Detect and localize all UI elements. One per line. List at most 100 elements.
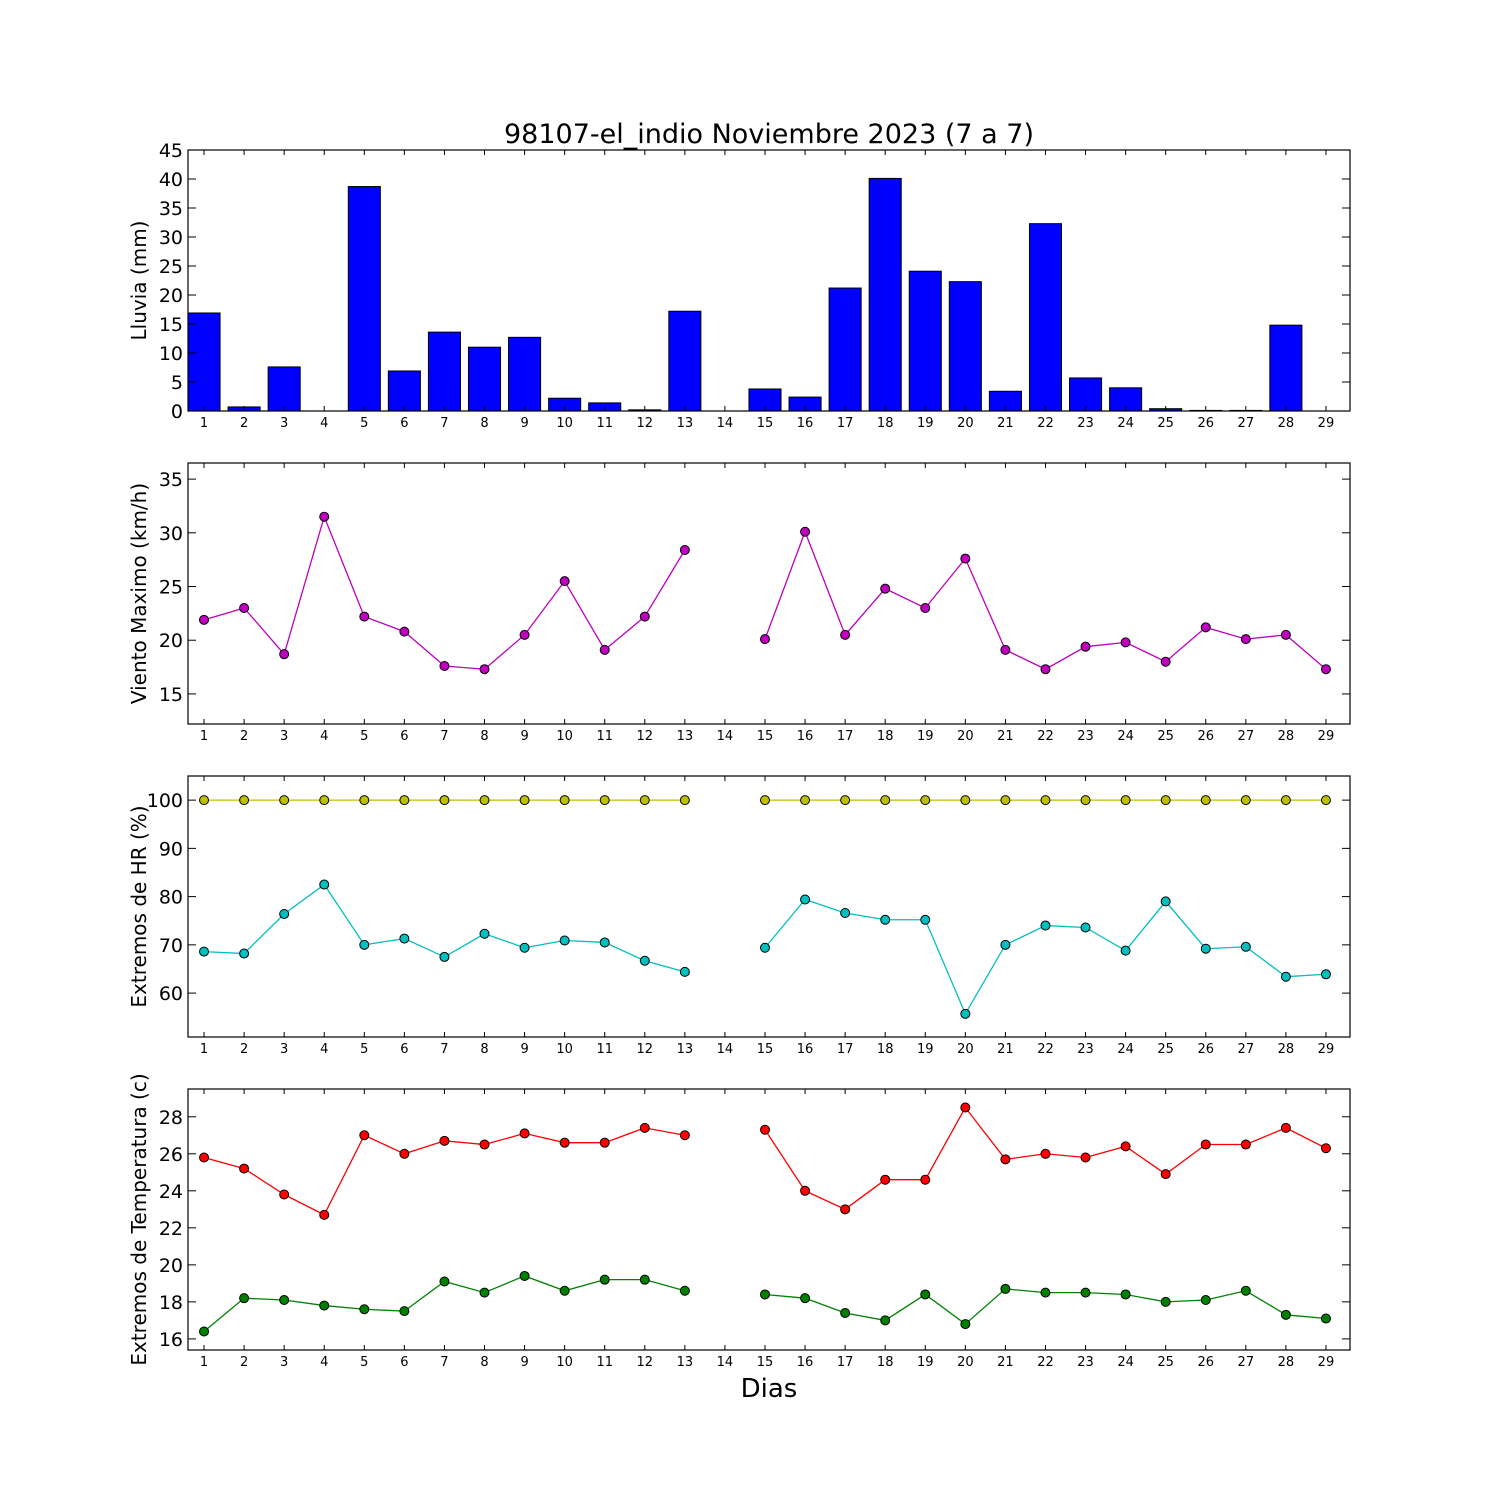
x-tick-label: 5 (360, 416, 368, 431)
x-tick-label: 10 (556, 1355, 573, 1370)
x-tick-label: 7 (440, 729, 448, 744)
series-2-point-day-12 (639, 955, 650, 966)
y-axis-label: Lluvia (mm) (127, 221, 151, 341)
x-tick-label: 18 (877, 1042, 894, 1057)
series-1-point-day-25 (1160, 795, 1171, 806)
x-tick-label: 21 (997, 1042, 1014, 1057)
panel-4: 1 2 3 4 5 6 7 8 9 10 11 12 13 14 15 16 17 18 19 20 21 22 23 24 2… (127, 1073, 1351, 1404)
series-1-point-day-8 (479, 795, 490, 806)
y-tick-label: 16 (159, 1329, 183, 1351)
x-tick-label: 11 (596, 729, 613, 744)
series-2-point-day-9 (519, 942, 530, 953)
series-1-point-day-5 (359, 1130, 370, 1141)
bar-day-9 (508, 336, 542, 412)
series-2-point-day-20 (960, 1319, 971, 1330)
x-tick-label: 22 (1037, 1042, 1054, 1057)
x-tick-label: 10 (556, 1042, 573, 1057)
x-tick-label: 4 (320, 416, 328, 431)
bar-day-28 (1269, 324, 1303, 412)
series-2-point-day-17 (840, 1307, 851, 1318)
series-1-point-day-24 (1120, 637, 1131, 648)
series-1-point-day-6 (399, 795, 410, 806)
y-tick-label: 30 (159, 523, 183, 545)
x-tick-label: 27 (1238, 1042, 1255, 1057)
series-1-point-day-23 (1080, 795, 1091, 806)
series-1-point-day-1 (199, 1152, 210, 1163)
series-2-point-day-9 (519, 1270, 530, 1281)
series-1-point-day-2 (239, 603, 250, 613)
x-tick-label: 24 (1117, 416, 1134, 431)
x-tick-label: 26 (1197, 729, 1214, 744)
x-tick-label: 7 (440, 416, 448, 431)
bar-day-8 (467, 346, 502, 412)
x-tick-label: 21 (997, 729, 1014, 744)
x-tick-label: 9 (520, 416, 528, 431)
x-tick-label: 16 (797, 1355, 814, 1370)
x-tick-label: 27 (1238, 1355, 1255, 1370)
series-1-point-day-27 (1240, 795, 1251, 806)
bar-day-22 (1028, 223, 1063, 412)
series-2-point-day-22 (1040, 920, 1051, 931)
x-tick-label: 26 (1197, 1355, 1214, 1370)
x-tick-label: 9 (520, 1355, 528, 1370)
y-tick-label: 5 (171, 372, 183, 394)
series-2-point-day-28 (1280, 971, 1291, 982)
series-1-point-day-18 (880, 795, 891, 806)
x-tick-label: 16 (797, 729, 814, 744)
series-1-point-day-28 (1280, 1122, 1291, 1133)
x-tick-label: 19 (917, 729, 934, 744)
x-tick-label: 6 (400, 729, 408, 744)
series-1-point-day-27 (1240, 634, 1251, 645)
x-tick-label: 5 (360, 1042, 368, 1057)
series-2-point-day-25 (1160, 1296, 1171, 1307)
x-axis-label: Dias (741, 1374, 798, 1404)
series-1-point-day-21 (1000, 1154, 1011, 1165)
series-1-point-day-13 (679, 1130, 690, 1141)
series-1-point-day-1 (199, 795, 210, 806)
series-2-point-day-29 (1320, 969, 1331, 980)
x-tick-label: 15 (757, 1355, 774, 1370)
bar-day-1 (187, 312, 221, 412)
series-1-point-day-24 (1120, 795, 1131, 806)
series-1-point-day-22 (1040, 664, 1051, 675)
series-1-point-day-7 (439, 795, 450, 806)
y-tick-label: 35 (159, 469, 183, 491)
x-tick-label: 21 (997, 1355, 1014, 1370)
plot-frame (187, 462, 1351, 725)
series-1-point-day-23 (1080, 1152, 1091, 1163)
series-2-point-day-24 (1120, 1289, 1131, 1300)
y-tick-label: 20 (159, 630, 183, 652)
series-2-point-day-18 (880, 914, 891, 925)
series-2-point-day-16 (800, 894, 811, 905)
series-1-point-day-13 (679, 795, 690, 806)
x-tick-label: 1 (200, 1355, 208, 1370)
x-tick-label: 4 (320, 1355, 328, 1370)
x-tick-label: 9 (520, 1042, 528, 1057)
x-tick-label: 5 (360, 729, 368, 744)
x-tick-label: 12 (637, 1355, 654, 1370)
series-1-point-day-11 (599, 795, 610, 806)
series-2-point-day-10 (559, 1285, 570, 1296)
series-1-point-day-19 (920, 1174, 931, 1185)
series-1-line-segment-2 (764, 529, 1327, 670)
bar-day-7 (427, 331, 461, 412)
panel-2: 1 2 3 4 5 6 7 8 9 10 11 12 13 14 15 16 17 18 19 20 21 22 23 24 2… (127, 462, 1351, 744)
plot-frame (187, 1088, 1351, 1351)
bar-day-20 (948, 281, 982, 412)
y-tick-label: 15 (159, 314, 183, 336)
series-1-point-day-15 (759, 1124, 770, 1135)
y-tick-label: 80 (159, 887, 183, 909)
bar-day-17 (828, 287, 862, 412)
x-tick-label: 20 (957, 1355, 974, 1370)
series-1-point-day-28 (1280, 629, 1291, 640)
series-1-point-day-15 (759, 634, 770, 645)
x-tick-label: 19 (917, 416, 934, 431)
series-1-point-day-11 (599, 644, 610, 655)
series-2-point-day-17 (840, 908, 851, 919)
series-2-point-day-23 (1080, 922, 1091, 933)
series-1-point-day-2 (239, 795, 250, 806)
x-tick-label: 3 (280, 1042, 288, 1057)
series-2-point-day-1 (199, 1326, 210, 1337)
y-axis-label: Extremos de HR (%) (127, 805, 151, 1007)
x-tick-label: 8 (480, 416, 488, 431)
